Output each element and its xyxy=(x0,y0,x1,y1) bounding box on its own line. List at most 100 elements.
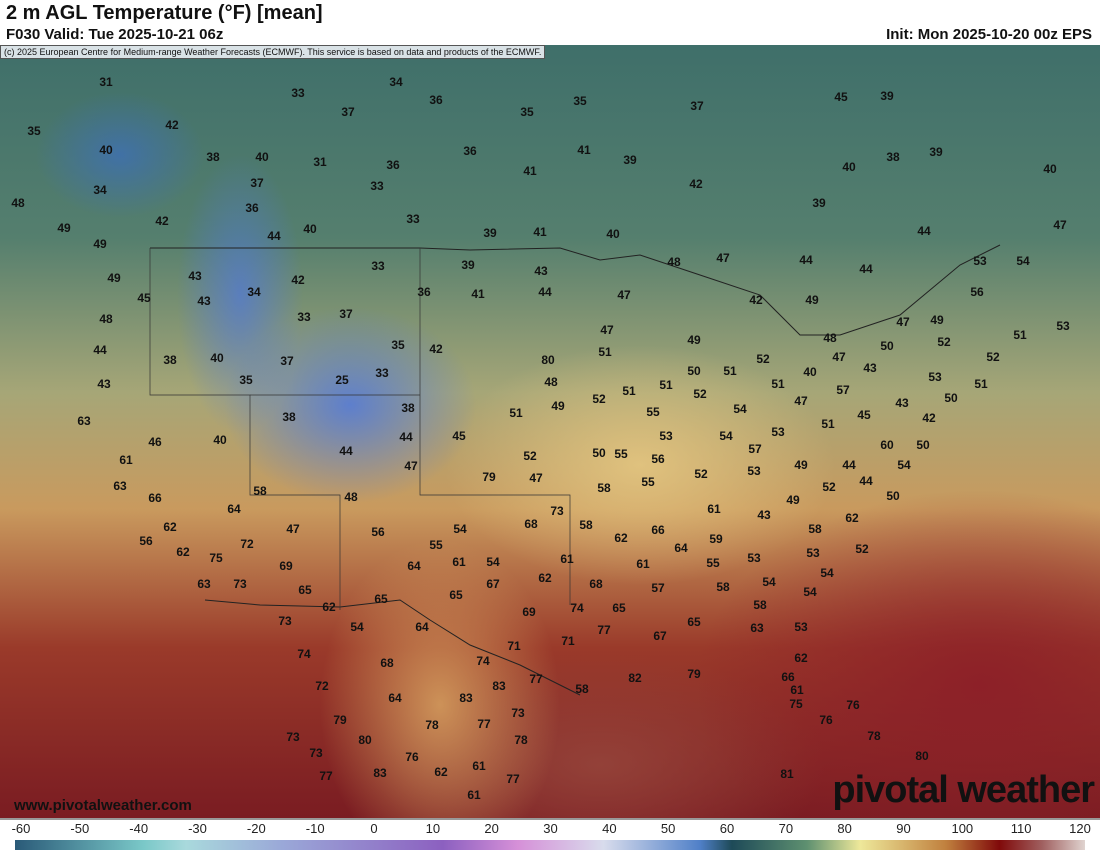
temperature-label: 39 xyxy=(483,226,497,240)
temperature-label: 44 xyxy=(917,224,931,238)
temperature-label: 77 xyxy=(319,769,333,783)
temperature-label: 52 xyxy=(756,352,770,366)
temperature-label: 42 xyxy=(165,118,179,132)
temperature-label: 53 xyxy=(794,620,808,634)
colorbar-tick-label: 20 xyxy=(484,821,499,836)
temperature-label: 50 xyxy=(687,364,701,378)
temperature-label: 43 xyxy=(757,508,771,522)
temperature-label: 73 xyxy=(309,746,323,760)
temperature-label: 25 xyxy=(335,373,349,387)
temperature-label: 55 xyxy=(614,447,628,461)
temperature-label: 54 xyxy=(803,585,817,599)
temperature-label: 57 xyxy=(836,383,850,397)
temperature-label: 51 xyxy=(821,417,835,431)
temperature-label: 62 xyxy=(322,600,336,614)
temperature-label: 51 xyxy=(723,364,737,378)
temperature-label: 62 xyxy=(538,571,552,585)
temperature-label: 47 xyxy=(404,459,418,473)
temperature-label: 83 xyxy=(459,691,473,705)
temperature-label: 75 xyxy=(789,697,803,711)
temperature-label: 49 xyxy=(57,221,71,235)
temperature-label: 44 xyxy=(339,444,353,458)
temperature-label: 52 xyxy=(694,467,708,481)
temperature-label: 33 xyxy=(370,179,384,193)
temperature-label: 51 xyxy=(659,378,673,392)
colorbar-tick-label: -10 xyxy=(305,821,325,836)
temperature-label: 64 xyxy=(407,559,421,573)
temperature-label: 62 xyxy=(163,520,177,534)
temperature-label: 71 xyxy=(507,639,521,653)
us-canada-border xyxy=(150,244,1001,336)
temperature-label: 69 xyxy=(279,559,293,573)
temperature-label: 42 xyxy=(291,273,305,287)
temperature-label: 34 xyxy=(93,183,107,197)
temperature-label: 49 xyxy=(930,313,944,327)
colorbar-tick-label: -40 xyxy=(129,821,149,836)
temperature-label: 62 xyxy=(614,531,628,545)
temperature-label: 51 xyxy=(622,384,636,398)
temperature-label: 74 xyxy=(570,601,584,615)
temperature-label: 33 xyxy=(375,366,389,380)
temperature-label: 44 xyxy=(842,458,856,472)
temperature-label: 66 xyxy=(148,491,162,505)
site-url: www.pivotalweather.com xyxy=(14,797,192,814)
temperature-label: 57 xyxy=(651,581,665,595)
temperature-label: 47 xyxy=(1053,218,1067,232)
temperature-label: 44 xyxy=(538,285,552,299)
temperature-label: 52 xyxy=(523,449,537,463)
temperature-label: 55 xyxy=(429,538,443,552)
temperature-label: 45 xyxy=(137,291,151,305)
temperature-label: 61 xyxy=(790,683,804,697)
temperature-label: 44 xyxy=(267,229,281,243)
temperature-label: 48 xyxy=(823,331,837,345)
temperature-label: 43 xyxy=(863,361,877,375)
temperature-label: 75 xyxy=(209,551,223,565)
temperature-label: 53 xyxy=(771,425,785,439)
temperature-label: 51 xyxy=(598,345,612,359)
temperature-label: 65 xyxy=(449,588,463,602)
temperature-label: 67 xyxy=(653,629,667,643)
temperature-label: 65 xyxy=(374,592,388,606)
temperature-label: 42 xyxy=(155,214,169,228)
temperature-label: 77 xyxy=(529,672,543,686)
temperature-label: 48 xyxy=(99,312,113,326)
temperature-label: 39 xyxy=(880,89,894,103)
temperature-label: 61 xyxy=(119,453,133,467)
temperature-label: 40 xyxy=(213,433,227,447)
colorbar-tick-label: 120 xyxy=(1069,821,1091,836)
temperature-label: 63 xyxy=(750,621,764,635)
temperature-label: 37 xyxy=(280,354,294,368)
colorbar: -60 -50 -40 -30 -20 -10 0 10 20 30 40 50 60 70 80 90 100… xyxy=(0,818,1100,852)
temperature-label: 56 xyxy=(970,285,984,299)
temperature-label: 71 xyxy=(561,634,575,648)
temperature-label: 72 xyxy=(240,537,254,551)
temperature-label: 38 xyxy=(886,150,900,164)
temperature-label: 31 xyxy=(99,75,113,89)
map-borders xyxy=(149,244,1001,696)
temperature-label: 38 xyxy=(282,410,296,424)
colorbar-gradient xyxy=(15,840,1085,850)
temperature-label: 58 xyxy=(597,481,611,495)
temperature-label: 80 xyxy=(541,353,555,367)
temperature-label: 53 xyxy=(973,254,987,268)
temperature-label: 41 xyxy=(577,143,591,157)
temperature-label: 76 xyxy=(819,713,833,727)
colorbar-tick-label: 0 xyxy=(370,821,378,836)
temperature-label: 54 xyxy=(350,620,364,634)
temperature-label: 53 xyxy=(806,546,820,560)
temperature-label: 66 xyxy=(651,523,665,537)
temperature-label: 50 xyxy=(944,391,958,405)
temperature-label: 47 xyxy=(529,471,543,485)
temperature-label: 63 xyxy=(113,479,127,493)
temperature-label: 52 xyxy=(855,542,869,556)
temperature-label: 52 xyxy=(693,387,707,401)
temperature-label: 36 xyxy=(386,158,400,172)
temperature-label: 67 xyxy=(486,577,500,591)
temperature-label: 48 xyxy=(544,375,558,389)
temperature-map[interactable]: (c) 2025 European Centre for Medium-rang… xyxy=(0,45,1100,818)
temperature-label: 33 xyxy=(406,212,420,226)
temperature-label: 58 xyxy=(808,522,822,536)
temperature-label: 79 xyxy=(482,470,496,484)
temperature-label: 48 xyxy=(344,490,358,504)
temperature-label: 54 xyxy=(762,575,776,589)
